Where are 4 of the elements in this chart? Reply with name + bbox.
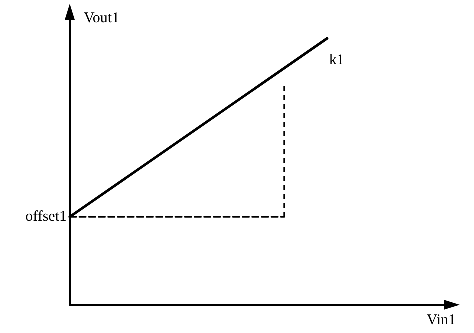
text: offset1 [26, 209, 67, 226]
y-axis-title: Vout1 [84, 10, 120, 26]
x-axis-title: Vin1 [426, 312, 456, 328]
annotation: k1 [329, 52, 344, 69]
